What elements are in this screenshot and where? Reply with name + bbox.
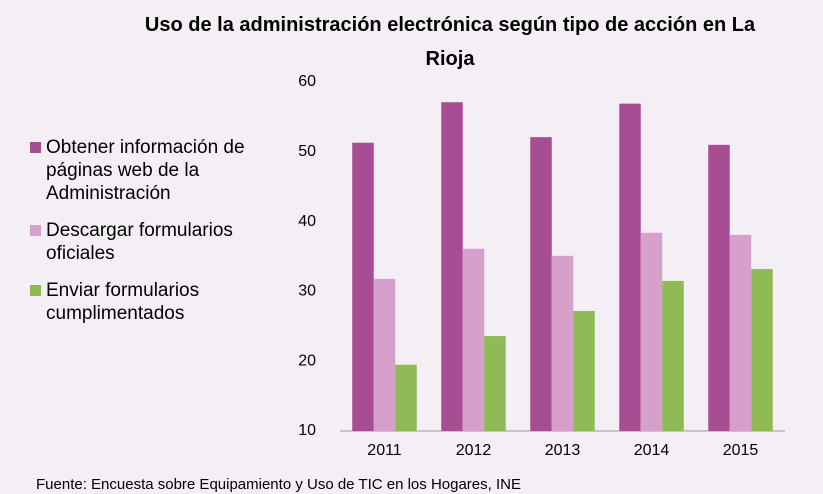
bar <box>573 310 595 431</box>
x-tick-label: 2014 <box>634 442 670 459</box>
y-tick-label: 10 <box>298 422 316 439</box>
bar <box>352 142 374 431</box>
legend-label: Descargar formularios oficiales <box>46 220 233 264</box>
legend-swatch <box>30 225 41 236</box>
legend-label: Obtener información de páginas web de la… <box>46 137 245 204</box>
legend-swatch <box>30 285 41 296</box>
legend-item: Obtener información de páginas web de la… <box>30 136 280 205</box>
y-tick-label: 60 <box>298 73 316 90</box>
bar <box>373 278 396 431</box>
bar <box>462 248 485 431</box>
y-tick-label: 40 <box>298 213 316 230</box>
bar <box>640 232 663 431</box>
chart-title: Uso de la administración electrónica seg… <box>144 14 756 70</box>
x-tick-label: 2012 <box>456 442 492 459</box>
legend-label: Enviar formularios cumplimentados <box>46 280 200 324</box>
y-tick-label: 20 <box>298 352 316 369</box>
bar <box>708 144 730 431</box>
bar <box>729 234 752 431</box>
bar <box>751 269 773 431</box>
y-tick-label: 30 <box>298 283 316 300</box>
x-tick-label: 2015 <box>723 442 759 459</box>
legend-item: Enviar formularios cumplimentados <box>30 279 280 325</box>
bar <box>395 364 417 431</box>
x-tick-label: 2013 <box>545 442 581 459</box>
bar <box>551 255 574 431</box>
source: Fuente: Encuesta sobre Equipamiento y Us… <box>36 476 521 493</box>
bar <box>441 102 463 431</box>
legend-item: Descargar formularios oficiales <box>30 219 280 265</box>
bar <box>484 336 506 431</box>
y-tick-label: 50 <box>298 143 316 160</box>
legend: Obtener información de páginas web de la… <box>30 136 280 339</box>
bar <box>619 103 641 431</box>
legend-swatch <box>30 142 41 153</box>
bar <box>662 280 684 431</box>
x-tick-label: 2011 <box>367 442 402 459</box>
bar <box>530 137 552 431</box>
